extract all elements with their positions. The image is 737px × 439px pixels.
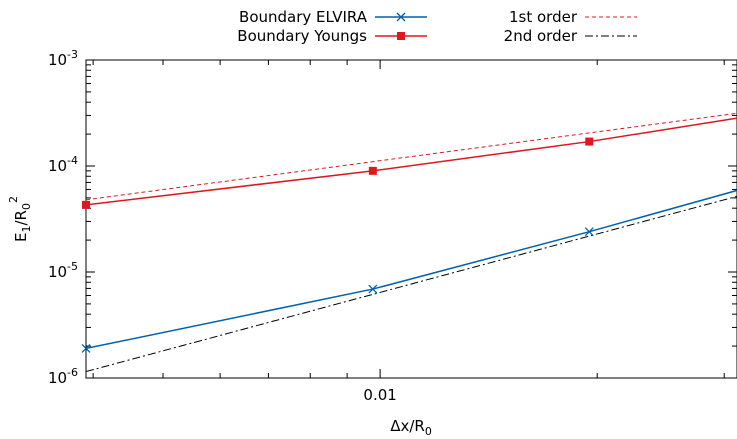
- x-axis-label: Δx/R0: [390, 417, 432, 438]
- series-line-0: [86, 189, 737, 350]
- y-tick-label: 10-3: [48, 48, 78, 69]
- y-tick-label: 10-6: [48, 366, 78, 387]
- data-point-square: [585, 137, 594, 146]
- y-tick-label: 10-5: [48, 260, 78, 281]
- data-point-cross: [368, 284, 378, 294]
- axis-tick-labels: 10-3 10-4 10-5 10-6 0.01: [48, 48, 397, 404]
- legend-label-youngs: Boundary Youngs: [237, 27, 367, 45]
- data-point-square: [82, 200, 90, 209]
- series-line-3: [86, 195, 737, 373]
- legend-marker-elvira: [396, 12, 406, 22]
- axis-ticks: [86, 59, 737, 379]
- y-tick-label: 10-4: [48, 154, 78, 175]
- x-tick-label: 0.01: [363, 386, 396, 404]
- data-point-cross: [584, 227, 594, 237]
- series-line-2: [86, 112, 737, 201]
- legend-label-elvira: Boundary ELVIRA: [239, 8, 368, 26]
- series-line-1: [86, 117, 737, 206]
- data-point-cross: [81, 343, 91, 353]
- series-layer: [86, 112, 737, 373]
- legend: Boundary ELVIRA Boundary Youngs 1st orde…: [237, 8, 637, 45]
- legend-marker-youngs: [397, 32, 405, 40]
- marker-layer: [81, 137, 594, 353]
- legend-label-first-order: 1st order: [509, 8, 578, 26]
- legend-label-second-order: 2nd order: [504, 27, 578, 45]
- plot-frame: [85, 59, 737, 379]
- y-axis-label: E1/R02: [7, 196, 33, 242]
- data-point-square: [368, 166, 377, 175]
